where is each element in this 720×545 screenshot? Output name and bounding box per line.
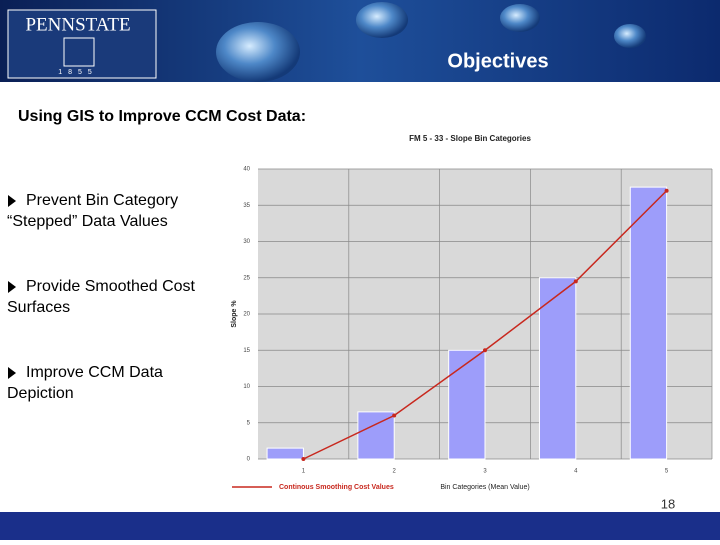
y-tick-label: 40: [243, 167, 250, 173]
line-point: [573, 279, 578, 284]
bar: [538, 277, 577, 460]
bar: [266, 447, 304, 460]
logo-year: 1855: [58, 69, 98, 76]
y-tick-label: 20: [243, 312, 250, 318]
bullet-text: Prevent Bin Category: [26, 192, 178, 209]
line-point: [483, 348, 487, 353]
x-tick-label: 3: [483, 469, 487, 475]
x-tick-label: 2: [393, 469, 397, 475]
x-tick-label: 4: [574, 469, 578, 475]
y-tick-label: 35: [243, 203, 250, 209]
logo-shield: [63, 37, 95, 67]
page-number: 18: [661, 496, 675, 511]
y-tick-label: 15: [243, 348, 250, 354]
y-tick-label: 0: [247, 457, 251, 463]
bar: [629, 186, 668, 460]
bullet-text: Provide Smoothed Cost: [26, 278, 196, 295]
bar: [448, 349, 486, 460]
bullet-arrow: [8, 367, 16, 379]
globe: [216, 22, 300, 82]
logo: PENNSTATE: [25, 14, 130, 35]
x-tick-label: 5: [665, 469, 669, 475]
bullet-text: Depiction: [7, 385, 74, 402]
bullet-text: Surfaces: [7, 299, 70, 316]
x-tick-label: 1: [302, 469, 306, 475]
bullet-arrow: [8, 281, 16, 293]
line-point: [664, 188, 669, 193]
chart: FM 5 - 33 - Slope Bin Categories05101520…: [231, 134, 713, 491]
line-point: [301, 457, 306, 461]
heading: Using GIS to Improve CCM Cost Data:: [18, 108, 306, 125]
y-tick-label: 5: [247, 420, 251, 426]
bullet-arrow: [8, 195, 16, 207]
bullet-list: Prevent Bin Category “Stepped” Data Value…: [7, 192, 196, 402]
line-point: [392, 413, 397, 418]
y-tick-label: 10: [243, 384, 250, 390]
globe: [500, 4, 540, 32]
y-tick-label: 25: [243, 275, 250, 281]
globe: [614, 24, 646, 48]
bar: [357, 411, 395, 460]
slide-title: Objectives: [447, 50, 548, 72]
y-tick-label: 30: [243, 239, 250, 245]
logo-box: [7, 9, 157, 79]
chart-title: FM 5 - 33 - Slope Bin Categories: [409, 134, 531, 143]
bullet-text: “Stepped” Data Values: [7, 213, 168, 230]
legend-label: Continous Smoothing Cost Values: [279, 484, 394, 491]
y-axis-label: Slope %: [231, 300, 238, 328]
x-axis-label: Bin Categories (Mean Value): [440, 484, 529, 491]
footer-band: [0, 512, 720, 540]
bullet-text: Improve CCM Data: [26, 364, 163, 381]
globe: [356, 2, 408, 38]
